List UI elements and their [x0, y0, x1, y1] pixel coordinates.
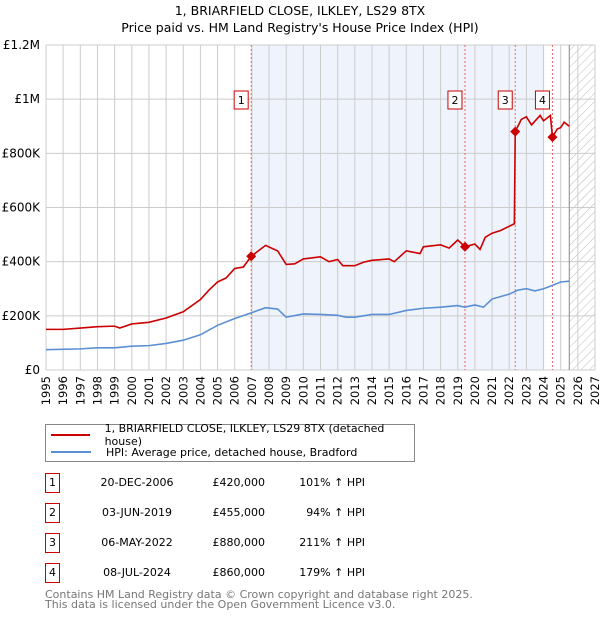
footer-line-2: This data is licensed under the Open Gov… — [45, 598, 396, 611]
x-tick-label: 2013 — [348, 376, 362, 405]
transaction-date: 08-JUL-2024 — [103, 566, 171, 579]
x-tick-label: 1998 — [90, 376, 104, 405]
transaction-row: 2 03-JUN-2019 £455,000 94% ↑ HPI — [45, 503, 445, 523]
sale-label-box — [534, 90, 550, 110]
y-tick-label: £800K — [2, 146, 42, 160]
x-tick-label: 2027 — [588, 376, 600, 405]
sale-point — [246, 251, 257, 262]
x-tick-label: 2006 — [228, 376, 242, 405]
legend-property: 1, BRIARFIELD CLOSE, ILKLEY, LS29 8TX (d… — [104, 422, 385, 448]
sale-label-box — [497, 90, 513, 110]
transaction-price: £455,000 — [212, 506, 266, 519]
transaction-date: 03-JUN-2019 — [101, 506, 173, 519]
sale-label: 4 — [539, 94, 546, 107]
x-tick-label: 2023 — [519, 376, 533, 405]
x-tick-label: 2007 — [245, 376, 259, 405]
y-tick-label: £600K — [2, 201, 42, 215]
chart-title: 1, BRIARFIELD CLOSE, ILKLEY, LS29 8TX Pr… — [0, 2, 600, 36]
x-tick-label: 2019 — [451, 376, 465, 405]
x-tick-label: 2021 — [485, 376, 499, 405]
sale-label: 3 — [502, 94, 509, 107]
sale-point — [459, 241, 470, 252]
x-tick-label: 2003 — [176, 376, 190, 405]
transaction-hpi: 211% ↑ HPI — [299, 536, 365, 549]
y-tick-label: £400K — [2, 255, 42, 269]
transaction-date: 06-MAY-2022 — [101, 536, 173, 549]
x-tick-label: 2005 — [211, 376, 225, 405]
x-tick-label: 2000 — [125, 376, 139, 405]
y-tick-label: £0 — [25, 363, 40, 377]
transaction-row: 1 20-DEC-2006 £420,000 101% ↑ HPI — [45, 473, 445, 493]
x-tick-label: 2022 — [502, 376, 516, 405]
transaction-price: £860,000 — [212, 566, 266, 579]
x-tick-label: 2004 — [193, 376, 207, 405]
x-tick-label: 1997 — [73, 376, 87, 405]
footer-line-1: Contains HM Land Registry data © Crown c… — [45, 588, 473, 601]
property-series-line — [46, 113, 570, 331]
sale-point — [547, 132, 558, 143]
y-tick-label: £1.2M — [3, 38, 40, 52]
transaction-number: 3 — [45, 533, 60, 553]
transaction-hpi: 101% ↑ HPI — [299, 476, 365, 489]
x-tick-label: 2017 — [416, 376, 430, 405]
x-tick-label: 2010 — [296, 376, 310, 405]
hpi-series-line — [45, 280, 570, 351]
sale-point — [510, 126, 521, 137]
x-tick-label: 1999 — [108, 376, 122, 405]
sale-label-box — [233, 90, 249, 110]
footer: Contains HM Land Registry data © Crown c… — [45, 588, 473, 611]
legend-blue-line — [51, 451, 91, 453]
legend: 1, BRIARFIELD CLOSE, ILKLEY, LS29 8TX (d… — [45, 422, 415, 462]
transaction-price: £880,000 — [212, 536, 266, 549]
x-tick-label: 2016 — [399, 376, 413, 405]
transaction-price: £420,000 — [212, 476, 266, 489]
x-tick-label: 2009 — [279, 376, 293, 405]
transaction-row: 4 08-JUL-2024 £860,000 179% ↑ HPI — [45, 563, 445, 583]
transaction-hpi: 94% ↑ HPI — [306, 506, 365, 519]
x-tick-label: 2008 — [262, 376, 276, 405]
x-tick-label: 2011 — [314, 376, 328, 405]
transaction-hpi: 179% ↑ HPI — [299, 566, 365, 579]
transaction-date: 20-DEC-2006 — [100, 476, 174, 489]
x-tick-label: 2025 — [554, 376, 568, 405]
x-tick-label: 2026 — [571, 376, 585, 405]
sale-label: 2 — [451, 94, 458, 107]
x-tick-label: 2012 — [331, 376, 345, 405]
sale-label-box — [447, 90, 463, 110]
x-tick-label: 1995 — [39, 376, 53, 405]
y-tick-label: £200K — [2, 309, 42, 323]
x-tick-label: 2015 — [382, 376, 396, 405]
x-tick-label: 2024 — [537, 376, 551, 405]
legend-red-line — [51, 434, 90, 436]
legend-hpi: HPI: Average price, detached house, Brad… — [106, 445, 358, 459]
price-chart: 1995 1996 1997 1998 1999 2000 2001 2002 2003 2004… — [2, 38, 600, 405]
x-tick-label: 2020 — [468, 376, 482, 405]
x-tick-label: 1996 — [56, 376, 70, 405]
x-tick-label: 2002 — [159, 376, 173, 405]
transaction-number: 2 — [45, 503, 60, 523]
y-tick-label: £1M — [14, 92, 40, 106]
sale-label: 1 — [238, 94, 245, 107]
x-tick-label: 2014 — [365, 376, 379, 405]
x-tick-label: 2001 — [142, 376, 156, 405]
transaction-row: 3 06-MAY-2022 £880,000 211% ↑ HPI — [45, 533, 445, 553]
title-line-2: Price paid vs. HM Land Registry's House … — [121, 20, 479, 35]
transaction-number: 1 — [45, 473, 60, 493]
transaction-number: 4 — [45, 563, 60, 583]
x-tick-label: 2018 — [434, 376, 448, 405]
title-line-1: 1, BRIARFIELD CLOSE, ILKLEY, LS29 8TX — [174, 3, 426, 18]
